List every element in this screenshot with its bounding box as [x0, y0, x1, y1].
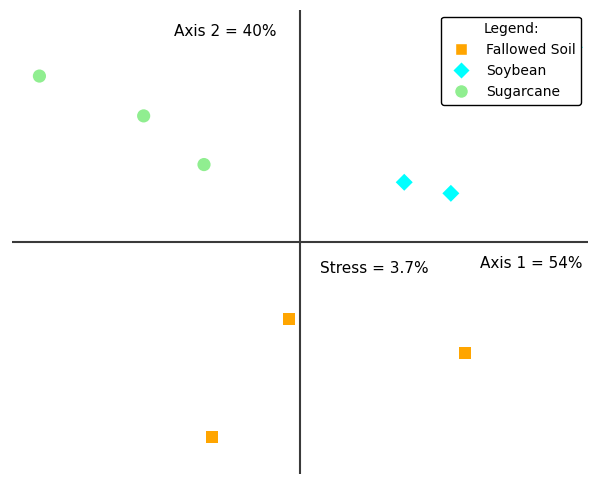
- Text: Axis 2 = 40%: Axis 2 = 40%: [174, 24, 277, 39]
- Point: [460, 349, 469, 357]
- Point: [208, 433, 217, 440]
- Point: [446, 189, 455, 197]
- Text: Axis 1 = 54%: Axis 1 = 54%: [480, 256, 582, 271]
- Point: [139, 112, 148, 120]
- Text: Stress = 3.7%: Stress = 3.7%: [320, 260, 429, 275]
- Point: [199, 161, 209, 168]
- Point: [400, 179, 409, 186]
- Point: [35, 72, 44, 80]
- Legend: Fallowed Soil, Soybean, Sugarcane: Fallowed Soil, Soybean, Sugarcane: [442, 16, 581, 105]
- Point: [284, 316, 294, 323]
- Point: [569, 44, 579, 51]
